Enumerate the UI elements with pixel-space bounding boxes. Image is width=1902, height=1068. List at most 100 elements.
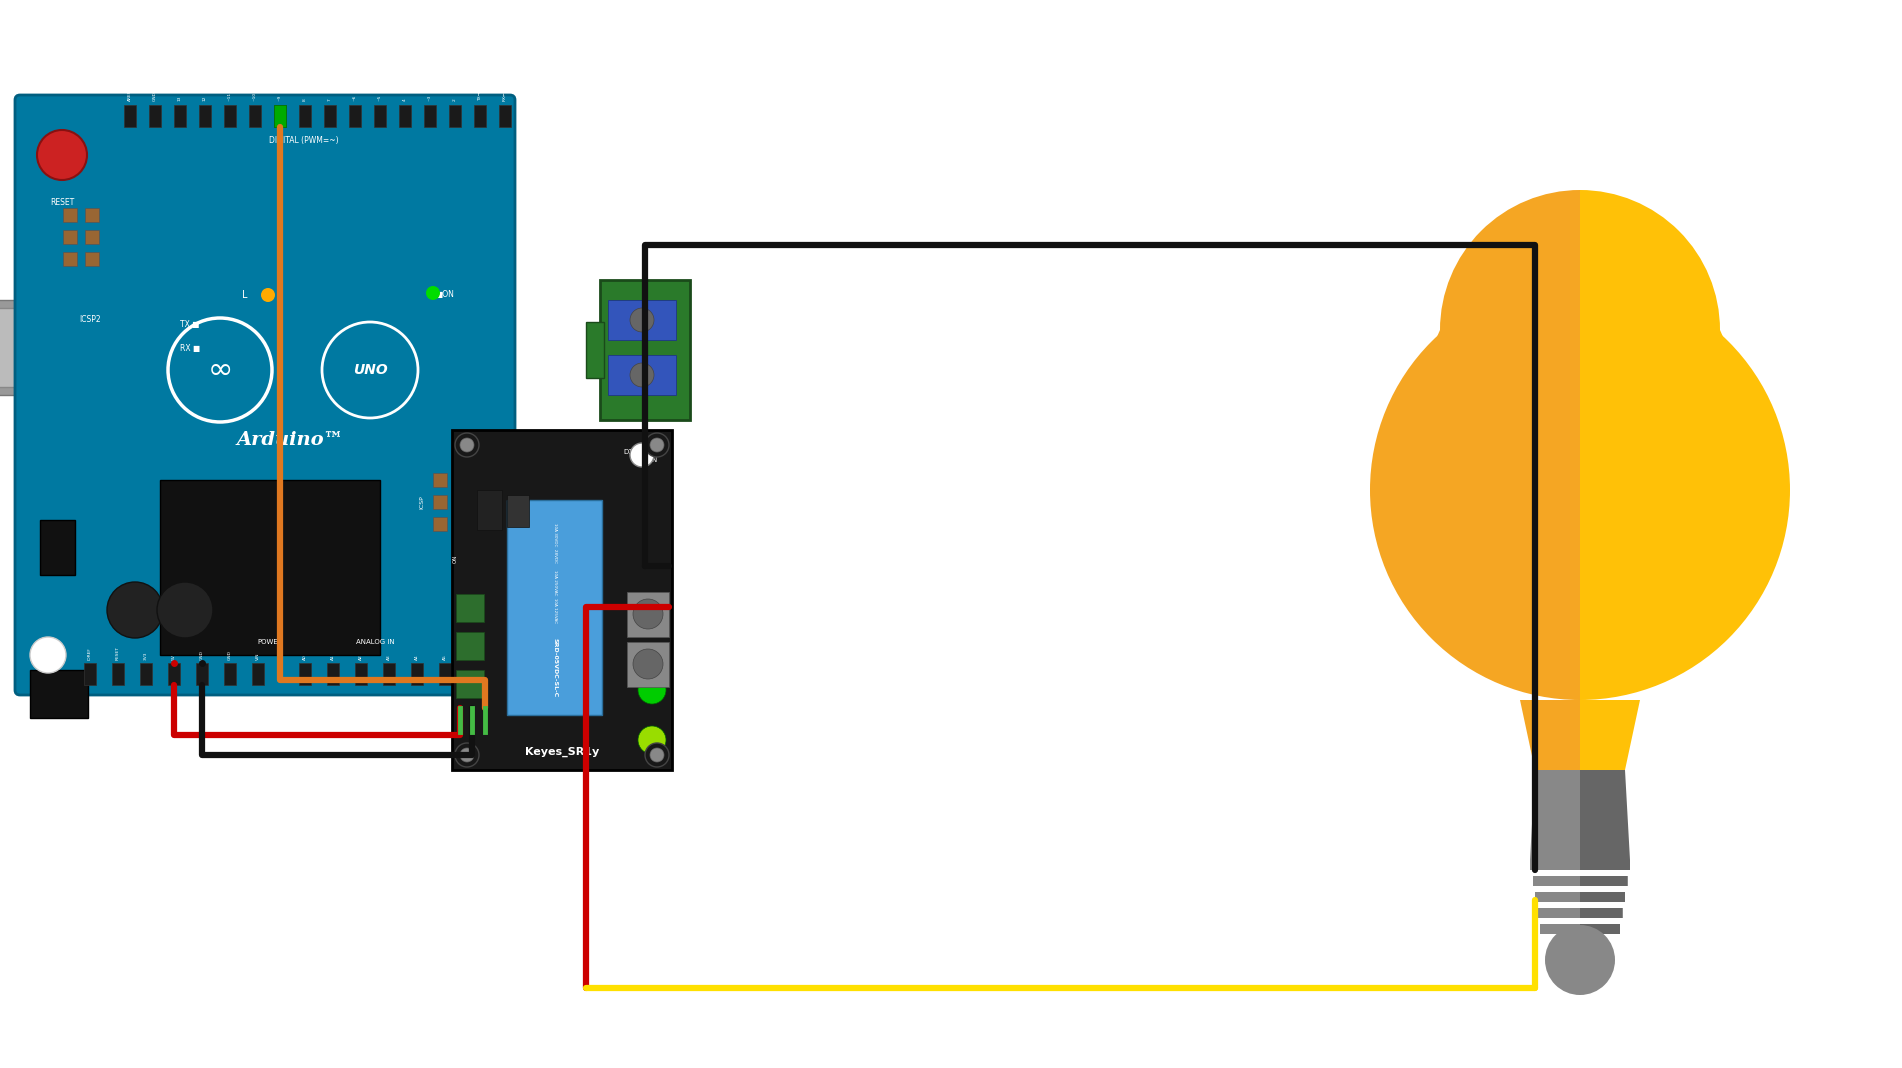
Text: RESET: RESET [116, 646, 120, 660]
Bar [86, 208, 99, 222]
Bar [411, 663, 422, 685]
Text: 7: 7 [327, 98, 333, 101]
Circle shape [633, 599, 664, 629]
Text: Led_S: Led_S [458, 599, 464, 614]
Text: ∞: ∞ [207, 356, 232, 384]
Bar [173, 105, 186, 127]
Text: IOREF: IOREF [87, 647, 91, 660]
Text: A5: A5 [443, 654, 447, 660]
Text: ICSP: ICSP [420, 496, 424, 508]
Circle shape [630, 308, 654, 332]
Text: R1: R1 [476, 642, 485, 647]
Text: ON: ON [453, 555, 458, 564]
Text: RX ■: RX ■ [181, 344, 200, 352]
Bar [63, 208, 76, 222]
Text: 13: 13 [179, 95, 183, 101]
Text: ~6: ~6 [354, 95, 358, 101]
Text: RX←0: RX←0 [502, 89, 508, 101]
Bar [609, 355, 675, 395]
Bar [299, 663, 312, 685]
Circle shape [460, 748, 474, 761]
Circle shape [650, 748, 664, 761]
Text: UNO: UNO [352, 363, 388, 377]
Bar [439, 663, 451, 685]
Wedge shape [1440, 190, 1581, 470]
Text: 8: 8 [302, 98, 306, 101]
Circle shape [158, 582, 213, 638]
Text: 4: 4 [403, 98, 407, 101]
Circle shape [107, 582, 164, 638]
Circle shape [630, 363, 654, 387]
Bar [167, 663, 181, 685]
Bar [1440, 330, 1719, 490]
Polygon shape [1581, 700, 1640, 770]
Bar [599, 280, 690, 420]
Bar [30, 670, 87, 718]
Circle shape [633, 649, 664, 679]
Text: A1: A1 [331, 655, 335, 660]
Bar [474, 105, 487, 127]
Bar [628, 642, 670, 687]
Bar [299, 105, 312, 127]
Bar [455, 494, 470, 509]
Bar [424, 105, 436, 127]
Text: GND: GND [228, 650, 232, 660]
Text: ■ON: ■ON [436, 290, 455, 299]
Text: ~10: ~10 [253, 92, 257, 101]
Bar [274, 105, 285, 127]
Text: 12: 12 [204, 95, 207, 101]
Bar [1581, 924, 1621, 934]
Bar [1535, 892, 1624, 902]
Bar [586, 321, 605, 378]
FancyBboxPatch shape [15, 95, 515, 695]
Text: D1: D1 [624, 449, 633, 455]
Bar [1581, 860, 1630, 870]
Text: ~11: ~11 [228, 92, 232, 101]
Text: GND: GND [152, 91, 158, 101]
Bar [112, 663, 124, 685]
Bar [148, 105, 162, 127]
Text: A4: A4 [415, 655, 418, 660]
Text: A0: A0 [302, 655, 306, 660]
Bar [356, 663, 367, 685]
Polygon shape [1529, 770, 1581, 860]
Text: VIN: VIN [257, 653, 261, 660]
Circle shape [261, 288, 276, 302]
Text: 2: 2 [453, 98, 456, 101]
Bar [609, 300, 675, 340]
Bar [224, 663, 236, 685]
Circle shape [460, 438, 474, 452]
Bar [84, 663, 95, 685]
Polygon shape [1369, 330, 1581, 490]
Text: DIGITAL (PWM=~): DIGITAL (PWM=~) [270, 136, 339, 144]
Text: L: L [242, 290, 247, 300]
Text: 1: 1 [453, 462, 456, 468]
Text: SRD-05VDC-SL-C: SRD-05VDC-SL-C [552, 638, 557, 697]
Circle shape [645, 743, 670, 767]
Wedge shape [1581, 190, 1719, 470]
Bar [327, 663, 339, 685]
Bar [86, 252, 99, 266]
Circle shape [645, 433, 670, 457]
Bar [1533, 876, 1628, 886]
Circle shape [630, 443, 654, 467]
Text: Keyes_SR1y: Keyes_SR1y [525, 747, 599, 757]
Bar [498, 105, 512, 127]
Text: 10A 30VDC  28VDC: 10A 30VDC 28VDC [552, 523, 557, 563]
Circle shape [36, 130, 87, 180]
Circle shape [1544, 925, 1615, 995]
Text: ~9: ~9 [278, 95, 281, 101]
Bar [1581, 330, 1719, 490]
Bar [63, 230, 76, 244]
Polygon shape [1520, 700, 1581, 770]
Bar [375, 105, 386, 127]
Bar [0, 300, 30, 395]
Circle shape [637, 726, 666, 754]
Bar [456, 670, 483, 698]
Bar [323, 105, 337, 127]
Bar [1581, 876, 1626, 886]
Text: 10A 250VAC  10A 125VAC: 10A 250VAC 10A 125VAC [552, 570, 557, 624]
Bar [382, 663, 396, 685]
Bar [124, 105, 137, 127]
Wedge shape [1369, 280, 1581, 700]
